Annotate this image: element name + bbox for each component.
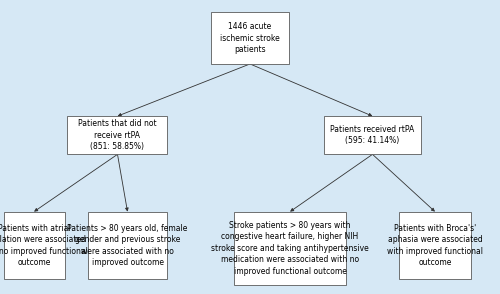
FancyBboxPatch shape: [4, 212, 64, 279]
FancyBboxPatch shape: [234, 212, 346, 285]
FancyBboxPatch shape: [399, 212, 471, 279]
FancyBboxPatch shape: [68, 116, 168, 154]
FancyBboxPatch shape: [88, 212, 168, 279]
Text: Patients received rtPA
(595: 41.14%): Patients received rtPA (595: 41.14%): [330, 125, 414, 146]
FancyBboxPatch shape: [211, 13, 289, 64]
FancyBboxPatch shape: [324, 116, 421, 154]
Text: Patients > 80 years old, female
gender and previous stroke
were associated with : Patients > 80 years old, female gender a…: [68, 224, 188, 267]
Text: Patients that did not
receive rtPA
(851: 58.85%): Patients that did not receive rtPA (851:…: [78, 119, 157, 151]
Text: Patients with atrial
fibrillation were associated
with no improved functional
ou: Patients with atrial fibrillation were a…: [0, 224, 88, 267]
Text: Stroke patients > 80 years with
congestive heart failure, higher NIH
stroke scor: Stroke patients > 80 years with congesti…: [211, 221, 369, 276]
Text: 1446 acute
ischemic stroke
patients: 1446 acute ischemic stroke patients: [220, 22, 280, 54]
Text: Patients with Broca's'
aphasia were associated
with improved functional
outcome: Patients with Broca's' aphasia were asso…: [387, 224, 483, 267]
